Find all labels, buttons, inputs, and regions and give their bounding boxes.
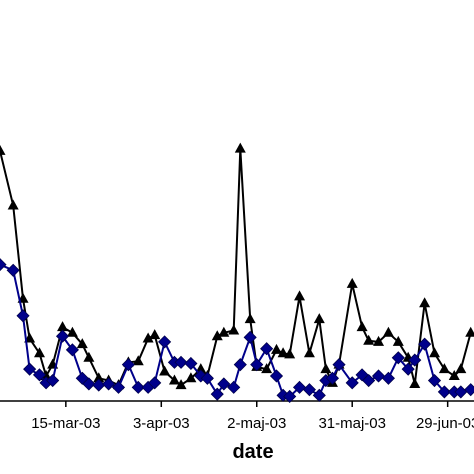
triangle-marker (373, 335, 385, 346)
triangle-marker (409, 377, 421, 388)
triangle-marker (142, 332, 154, 343)
triangle-marker (244, 313, 256, 324)
triangle-marker (419, 297, 431, 308)
diamond-marker (0, 258, 7, 272)
x-tick-label: 15-mar-03 (31, 415, 100, 432)
triangle-marker (66, 326, 78, 337)
diamond-marker (371, 369, 386, 383)
diamond-marker (174, 355, 188, 369)
triangle-marker (159, 365, 171, 376)
triangle-marker (175, 379, 187, 390)
triangle-marker (83, 351, 95, 362)
diamond-marker (32, 368, 47, 382)
diamond-marker (381, 371, 395, 385)
triangle-marker (76, 338, 88, 349)
diamond-marker (92, 378, 106, 392)
diamond-marker (302, 383, 316, 397)
triangle-marker (7, 199, 19, 210)
triangle-marker (185, 372, 197, 383)
diamond-marker (121, 358, 135, 372)
triangle-marker (320, 363, 332, 374)
triangle-marker (313, 313, 325, 324)
triangle-marker (234, 142, 246, 153)
triangle-marker (448, 369, 460, 380)
diamond-marker (55, 329, 70, 343)
diamond-marker (200, 371, 214, 385)
diamond-marker (148, 376, 162, 390)
diamond-marker (292, 380, 307, 394)
diamond-marker (184, 356, 198, 371)
x-tick-label: 31-maj-03 (318, 415, 386, 432)
series-diamond (0, 258, 474, 404)
diamond-marker (427, 373, 442, 388)
triangle-marker (356, 321, 368, 332)
triangle-marker (392, 335, 404, 346)
diamond-marker (362, 373, 376, 388)
diamond-marker (283, 389, 297, 404)
diamond-marker (391, 351, 405, 365)
x-tick-labels: 15-mar-03 3-apr-03 2-maj-03 31-maj-03 29-jun… (31, 415, 474, 432)
diamond-marker (16, 309, 30, 323)
triangle-marker (149, 329, 161, 340)
triangle-marker (346, 277, 358, 288)
diamond-marker (23, 362, 37, 376)
triangle-marker (57, 321, 69, 332)
diamond-marker (332, 358, 346, 372)
diamond-marker (111, 380, 126, 394)
triangle-marker (429, 347, 440, 358)
triangle-marker (363, 334, 375, 345)
triangle-marker (438, 363, 450, 374)
diamond-marker (6, 263, 20, 277)
x-axis-ticks (65, 401, 449, 407)
triangle-marker (132, 355, 144, 366)
triangle-marker (271, 343, 282, 354)
triangle-marker (218, 326, 230, 337)
diamond-marker (418, 337, 432, 351)
diamond-marker (345, 376, 359, 390)
diamond-marker (250, 358, 264, 372)
series-triangle (0, 142, 474, 390)
triangle-marker (465, 326, 474, 337)
diamond-marker (46, 373, 60, 388)
diamond-marker (464, 383, 474, 397)
triangle-marker (261, 363, 273, 374)
triangle-marker (228, 324, 240, 335)
triangle-marker (455, 363, 467, 374)
x-tick-label: 3-apr-03 (133, 415, 190, 432)
triangle-marker (284, 348, 296, 359)
diamond-marker (82, 377, 96, 391)
diamond-marker (217, 377, 231, 391)
diamond-marker (158, 335, 172, 349)
triangle-marker (382, 326, 394, 337)
plot-area (0, 142, 474, 404)
triangle-marker (303, 347, 315, 358)
diamond-marker (260, 342, 274, 356)
diamond-marker (65, 343, 79, 357)
diamond-marker (102, 377, 116, 391)
triangle-marker (195, 363, 207, 374)
triangle-marker (294, 290, 306, 301)
triangle-marker (168, 374, 180, 385)
x-axis-title: date (232, 441, 273, 463)
diamond-marker (408, 353, 422, 367)
diamond-marker (269, 369, 284, 383)
triangle-marker (0, 144, 6, 155)
x-tick-label: 2-maj-03 (227, 415, 286, 432)
diamond-marker (233, 358, 247, 372)
diamond-marker (227, 380, 241, 394)
diamond-marker (437, 385, 451, 399)
diamond-marker (210, 387, 224, 401)
triangle-marker (277, 347, 289, 358)
diamond-marker (312, 388, 326, 402)
triangle-marker (34, 347, 45, 358)
diamond-marker (401, 362, 415, 376)
diamond-marker (325, 371, 340, 385)
x-tick-label: 29-jun-03 (416, 415, 474, 432)
triangle-marker (211, 330, 223, 341)
diamond-marker (131, 380, 145, 394)
diamond-marker (243, 330, 257, 344)
triangle-marker (93, 372, 105, 383)
diamond-marker (454, 385, 468, 399)
